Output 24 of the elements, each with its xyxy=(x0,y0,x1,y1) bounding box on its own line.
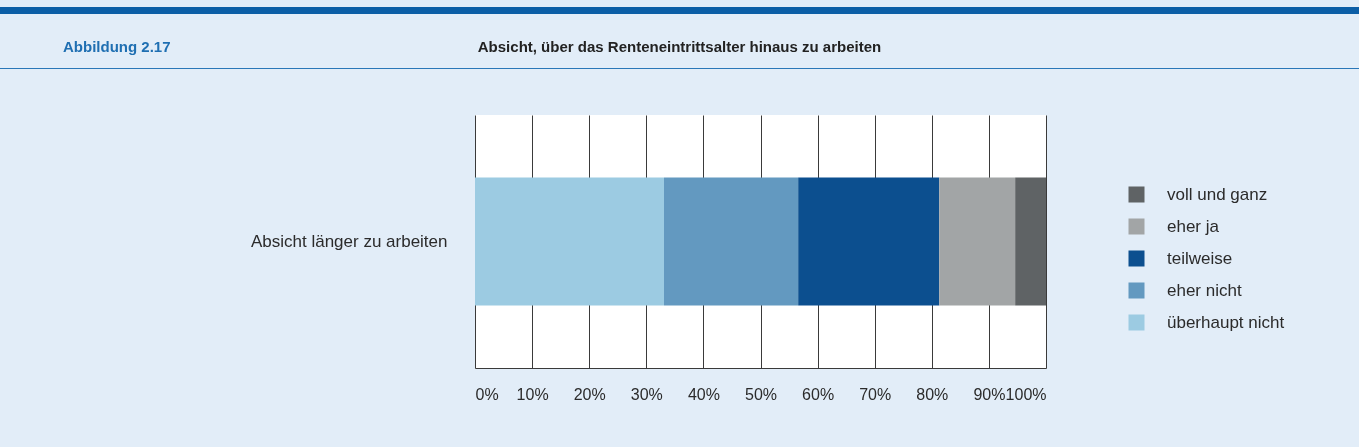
bar xyxy=(1015,177,1046,306)
x-tick-label: 60% xyxy=(802,385,835,403)
x-tick-label: 70% xyxy=(859,385,892,403)
text: Abbildung 2.17 xyxy=(63,38,171,55)
x-tick-label: 20% xyxy=(573,385,606,403)
legend-label: voll und ganz xyxy=(1167,184,1268,204)
x-tick-label: 50% xyxy=(744,385,778,403)
bar xyxy=(664,177,799,306)
x-tick-label: 10% xyxy=(516,385,549,403)
bar xyxy=(798,177,940,306)
x-tick-label: 100% xyxy=(1005,385,1047,403)
bar xyxy=(475,177,664,306)
bar xyxy=(939,177,1016,306)
x-tick-label: 90% xyxy=(973,385,1006,403)
x-tick-label: 40% xyxy=(687,385,720,403)
x-tick-label: 30% xyxy=(630,385,663,403)
legend-label: überhaupt nicht xyxy=(1167,312,1285,332)
y-tick-label: Absicht länger zu arbeiten xyxy=(250,231,448,251)
x-tick-label: 0% xyxy=(475,385,499,403)
legend-label: eher ja xyxy=(1167,216,1220,236)
legend-label: teilweise xyxy=(1167,248,1233,268)
chart-title: Absicht, über das Renteneintrittsalter hinaus zu arbeiten xyxy=(477,38,882,55)
legend-label: eher nicht xyxy=(1167,280,1242,300)
x-tick-label: 80% xyxy=(916,385,949,403)
